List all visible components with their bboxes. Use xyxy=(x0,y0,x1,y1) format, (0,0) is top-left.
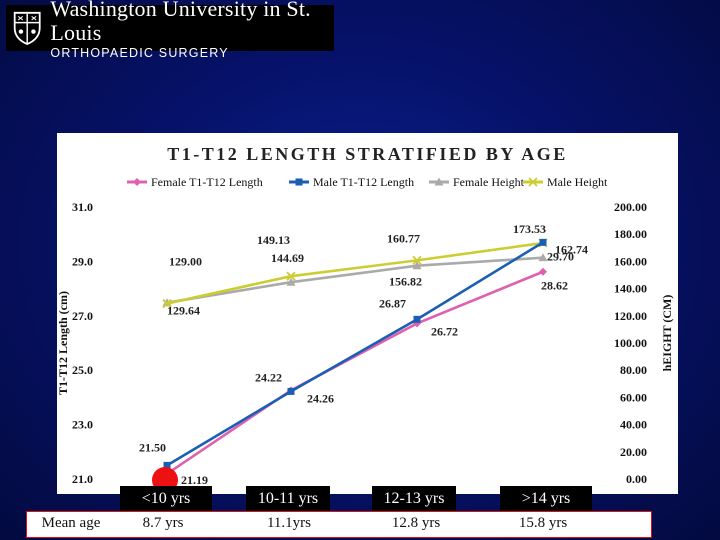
mean-age-value: 15.8 yrs xyxy=(518,515,568,531)
y2-tick-label: 20.00 xyxy=(620,445,647,459)
data-label: 24.26 xyxy=(307,391,334,405)
data-label: 129.00 xyxy=(169,255,202,269)
data-label: 129.64 xyxy=(167,304,200,318)
y-tick-label: 25.0 xyxy=(72,363,93,377)
data-point xyxy=(539,238,547,246)
data-label: 21.50 xyxy=(139,440,166,454)
y2-tick-label: 80.00 xyxy=(620,363,647,377)
data-point xyxy=(162,298,172,309)
university-logo: Washington University in St. Louis ORTHO… xyxy=(6,0,334,60)
data-label: 24.22 xyxy=(255,370,282,384)
data-point xyxy=(286,271,296,281)
data-point xyxy=(412,255,422,265)
y2-tick-label: 40.00 xyxy=(620,418,647,432)
series-line xyxy=(166,241,544,467)
data-point xyxy=(412,261,422,270)
data-label: 162.74 xyxy=(555,243,588,257)
y-tick-label: 27.0 xyxy=(72,309,93,323)
legend-marker xyxy=(528,177,538,187)
data-point xyxy=(287,387,295,395)
y-tick-label: 31.0 xyxy=(72,200,93,214)
y2-tick-label: 180.00 xyxy=(614,227,647,241)
legend-marker xyxy=(434,177,444,186)
department-name: ORTHOPAEDIC SURGERY xyxy=(50,45,229,60)
legend-entry: Female T1-T12 Length xyxy=(151,175,263,189)
series-line xyxy=(166,241,544,305)
y2-tick-label: 140.00 xyxy=(614,282,647,296)
y-tick-label: 29.0 xyxy=(72,254,93,268)
y2-tick-label: 60.00 xyxy=(620,390,647,404)
data-point xyxy=(539,267,547,276)
legend-entry: Female Height xyxy=(453,175,525,189)
mean-age-value: 11.1yrs xyxy=(266,515,312,531)
chart-area: T1-T12 LENGTH STRATIFIED BY AGE Female T1… xyxy=(57,133,678,494)
mean-age-label: Mean age xyxy=(41,515,101,531)
data-label: 26.72 xyxy=(431,324,458,338)
y2-tick-label: 160.00 xyxy=(614,254,647,268)
legend-marker xyxy=(295,178,303,186)
university-name: Washington University in St. Louis xyxy=(50,0,311,45)
data-label: 26.87 xyxy=(379,296,406,310)
category-label-2: 10-11 yrs xyxy=(246,486,330,512)
data-point xyxy=(413,315,421,323)
data-label: 160.77 xyxy=(387,231,420,245)
data-label: 29.70 xyxy=(547,249,574,263)
y2-axis-label: hEIGHT (CM) xyxy=(660,295,674,372)
data-point xyxy=(538,253,548,262)
y2-tick-label: 200.00 xyxy=(614,200,647,214)
data-point xyxy=(163,461,171,469)
series-line xyxy=(166,256,544,304)
legend-marker xyxy=(133,178,141,186)
category-label-3: 12-13 yrs xyxy=(372,486,456,512)
y2-tick-label: 120.00 xyxy=(614,309,647,323)
data-label: 28.62 xyxy=(541,279,568,293)
data-point xyxy=(286,277,296,286)
mean-age-value: 8.7 yrs xyxy=(142,515,184,531)
data-label: 173.53 xyxy=(513,222,546,236)
y2-tick-label: 100.00 xyxy=(614,336,647,350)
university-shield-icon xyxy=(13,11,41,46)
y-tick-label: 21.0 xyxy=(72,472,93,486)
mean-age-row: Mean age 8.7 yrs 11.1yrs 12.8 yrs 15.8 y… xyxy=(26,511,652,538)
category-label-4: >14 yrs xyxy=(500,486,592,512)
y2-tick-label: 0.00 xyxy=(626,472,647,486)
data-label: 144.69 xyxy=(271,251,304,265)
legend-entry: Male Height xyxy=(547,175,608,189)
chart-title: T1-T12 LENGTH STRATIFIED BY AGE xyxy=(167,144,568,164)
data-label: 149.13 xyxy=(257,233,290,247)
y-tick-label: 23.0 xyxy=(72,418,93,432)
legend-entry: Male T1-T12 Length xyxy=(313,175,414,189)
chart-background xyxy=(57,133,678,494)
data-label: 21.19 xyxy=(181,473,208,487)
data-label: 156.82 xyxy=(389,275,422,289)
mean-age-value: 12.8 yrs xyxy=(391,515,441,531)
category-label-1: <10 yrs xyxy=(120,486,212,512)
y-axis-label: T1-T12 Length (cm) xyxy=(57,291,70,395)
